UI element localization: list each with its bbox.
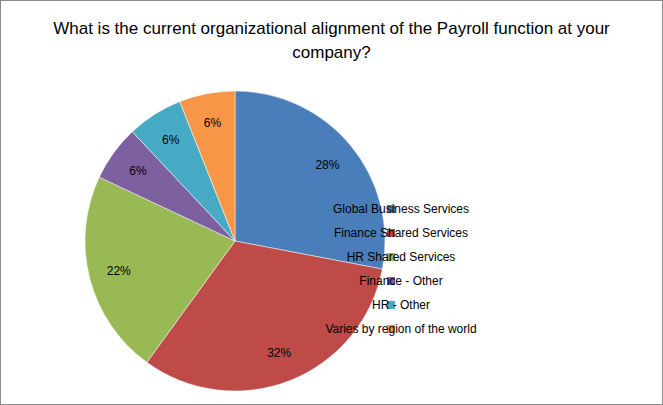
svg-text:6%: 6%: [204, 116, 222, 130]
svg-text:Finance - Other: Finance - Other: [359, 274, 442, 288]
svg-text:6%: 6%: [162, 133, 180, 147]
svg-text:Varies by region of the world: Varies by region of the world: [325, 322, 476, 336]
svg-text:Global Business Services: Global Business Services: [333, 202, 469, 216]
svg-text:6%: 6%: [129, 164, 147, 178]
svg-text:32%: 32%: [267, 346, 291, 360]
html-text:What is the current organizati: What is the current organizational align…: [53, 19, 610, 62]
svg-text:Finance Shared Services: Finance Shared Services: [334, 226, 468, 240]
svg-text:HR Shared Services: HR Shared Services: [347, 250, 456, 264]
svg-text:HR - Other: HR - Other: [372, 298, 430, 312]
svg-text:22%: 22%: [107, 264, 131, 278]
svg-text:28%: 28%: [315, 158, 339, 172]
